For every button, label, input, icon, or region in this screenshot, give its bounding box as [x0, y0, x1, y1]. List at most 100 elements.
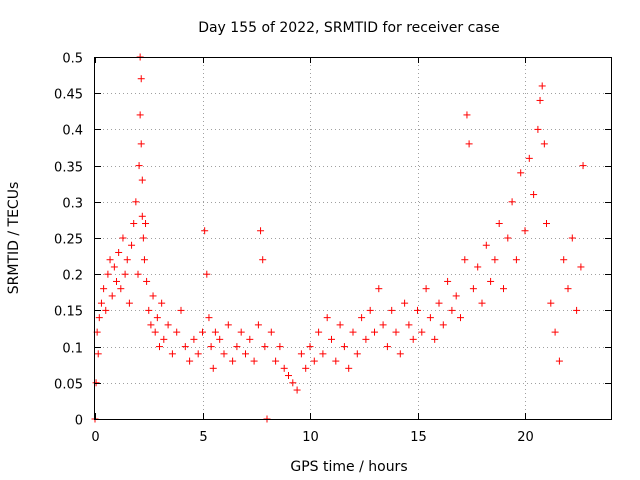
data-point	[310, 357, 318, 365]
y-tick-label: 0.5	[62, 52, 83, 67]
data-point	[491, 256, 499, 264]
data-point	[113, 277, 120, 285]
data-point	[123, 256, 131, 264]
x-axis-label: GPS time / hours	[290, 459, 407, 475]
data-point	[319, 350, 327, 358]
data-point	[257, 227, 265, 235]
data-point	[156, 343, 163, 351]
data-point	[579, 162, 587, 170]
data-point	[444, 277, 452, 285]
data-point	[201, 227, 209, 235]
data-point	[431, 335, 439, 343]
data-points	[91, 53, 587, 423]
data-point	[121, 270, 129, 278]
data-point	[261, 343, 269, 351]
y-tick-label: 0.35	[54, 161, 83, 176]
data-point	[125, 299, 133, 307]
data-point	[164, 321, 172, 329]
data-point	[97, 299, 105, 307]
y-tick-label: 0.1	[62, 342, 83, 357]
data-point	[396, 350, 404, 358]
data-point	[100, 285, 108, 293]
data-point	[151, 328, 159, 336]
data-point	[117, 285, 125, 293]
data-point	[564, 285, 572, 293]
data-point	[521, 227, 529, 235]
data-point	[250, 357, 258, 365]
x-tick-label: 10	[302, 430, 319, 445]
data-point	[207, 343, 215, 351]
data-point	[147, 321, 155, 329]
data-point	[158, 299, 166, 307]
data-point	[435, 299, 443, 307]
data-point	[375, 285, 383, 293]
data-point	[379, 321, 387, 329]
data-point	[332, 357, 340, 365]
data-point	[138, 176, 146, 184]
data-point	[220, 350, 228, 358]
data-point	[388, 306, 396, 314]
data-point	[573, 306, 581, 314]
data-point	[233, 343, 241, 351]
data-point	[229, 357, 237, 365]
y-axis-ticks: 0 0.05 0.1 0.15 0.2 0.25 0.3 0.35 0.4 0.45 0.5	[54, 52, 611, 429]
data-point	[555, 357, 563, 365]
data-point	[504, 234, 512, 242]
data-point	[173, 328, 181, 336]
data-point	[153, 314, 161, 322]
data-point	[401, 299, 409, 307]
data-point	[137, 75, 145, 83]
data-point	[119, 234, 127, 242]
y-tick-label: 0.45	[54, 88, 83, 103]
data-point	[186, 357, 194, 365]
data-point	[160, 335, 168, 343]
data-point	[538, 82, 546, 90]
data-point	[137, 140, 145, 148]
data-point	[280, 364, 288, 372]
y-axis-label: SRMTID / TECUs	[6, 182, 22, 295]
y-tick-label: 0.3	[62, 197, 83, 212]
data-point	[205, 314, 213, 322]
data-point	[461, 256, 469, 264]
data-point	[135, 162, 143, 170]
data-point	[568, 234, 576, 242]
data-point	[536, 96, 544, 104]
data-point	[465, 140, 473, 148]
y-tick-label: 0.2	[62, 269, 83, 284]
data-point	[224, 321, 232, 329]
data-point	[426, 314, 434, 322]
data-point	[267, 328, 275, 336]
data-point	[199, 328, 206, 336]
data-point	[371, 328, 378, 336]
y-tick-label: 0.25	[54, 233, 83, 248]
data-point	[110, 263, 118, 271]
data-point	[272, 357, 280, 365]
data-point	[405, 321, 413, 329]
data-point	[328, 335, 335, 343]
data-point	[209, 364, 217, 372]
data-point	[259, 256, 267, 264]
data-point	[525, 154, 533, 162]
data-point	[115, 248, 123, 256]
data-point	[306, 343, 314, 351]
data-point	[190, 335, 198, 343]
data-point	[383, 343, 391, 351]
data-point	[414, 306, 421, 314]
data-point	[517, 169, 525, 177]
data-point	[358, 314, 366, 322]
x-tick-label: 15	[410, 430, 427, 445]
data-point	[242, 350, 249, 358]
data-point	[104, 270, 112, 278]
data-point	[439, 321, 447, 329]
data-point	[543, 220, 550, 228]
data-point	[366, 306, 374, 314]
data-point	[142, 220, 150, 228]
data-point	[130, 220, 138, 228]
data-point	[134, 270, 142, 278]
data-point	[276, 343, 284, 351]
data-point	[340, 343, 348, 351]
data-point	[254, 321, 262, 329]
data-point	[194, 350, 202, 358]
data-point	[349, 328, 357, 336]
